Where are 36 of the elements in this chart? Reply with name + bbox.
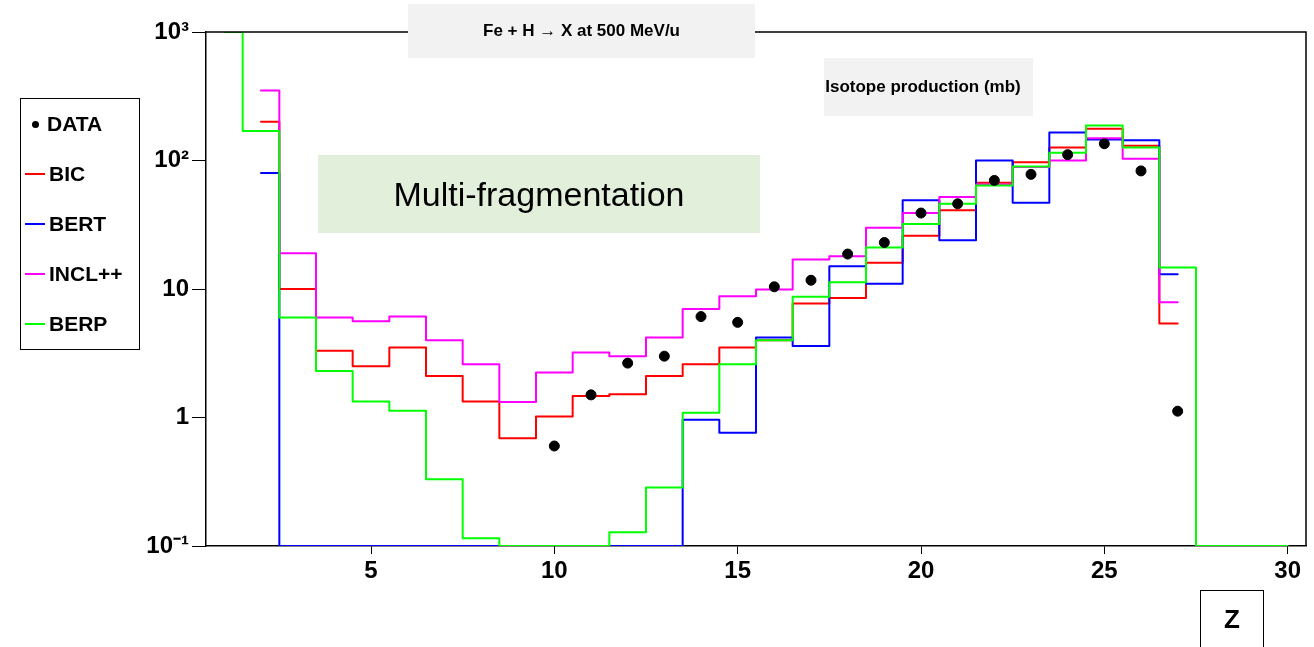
x-axis-title: Z — [1200, 590, 1264, 647]
point — [805, 274, 817, 286]
point — [952, 198, 964, 210]
point — [878, 237, 890, 249]
x-tick-label: 30 — [1274, 556, 1302, 584]
x-tick-label: 10 — [540, 556, 568, 584]
point — [915, 207, 927, 219]
legend-label: BERT — [49, 212, 107, 236]
legend-label: BIC — [49, 162, 86, 186]
point — [658, 350, 670, 362]
y-axis-title: Isotope production (mb) — [824, 76, 1022, 98]
point — [1135, 165, 1147, 177]
point — [768, 281, 780, 293]
legend-label: BERP — [49, 312, 108, 336]
point — [732, 316, 744, 328]
x-tick-label: 15 — [724, 556, 752, 584]
x-tick-label: 5 — [364, 556, 378, 584]
point — [1098, 138, 1110, 150]
point — [842, 248, 854, 260]
point — [622, 357, 634, 369]
y-tick-label: 10⁻¹ — [146, 530, 190, 558]
point — [1025, 168, 1037, 180]
y-tick-label: 10³ — [154, 16, 190, 44]
point — [1062, 149, 1074, 161]
point — [988, 174, 1000, 186]
y-tick-label: 10² — [154, 145, 190, 173]
point — [695, 311, 707, 323]
point — [548, 440, 560, 452]
point — [585, 389, 597, 401]
y-tick-label: 1 — [175, 402, 189, 430]
y-tick-label: 10 — [162, 273, 189, 301]
point — [1172, 405, 1184, 417]
x-tick-label: 20 — [907, 556, 935, 584]
x-tick-label: 25 — [1090, 556, 1118, 584]
legend-label: DATA — [47, 112, 103, 136]
legend-label: INCL++ — [49, 262, 123, 286]
